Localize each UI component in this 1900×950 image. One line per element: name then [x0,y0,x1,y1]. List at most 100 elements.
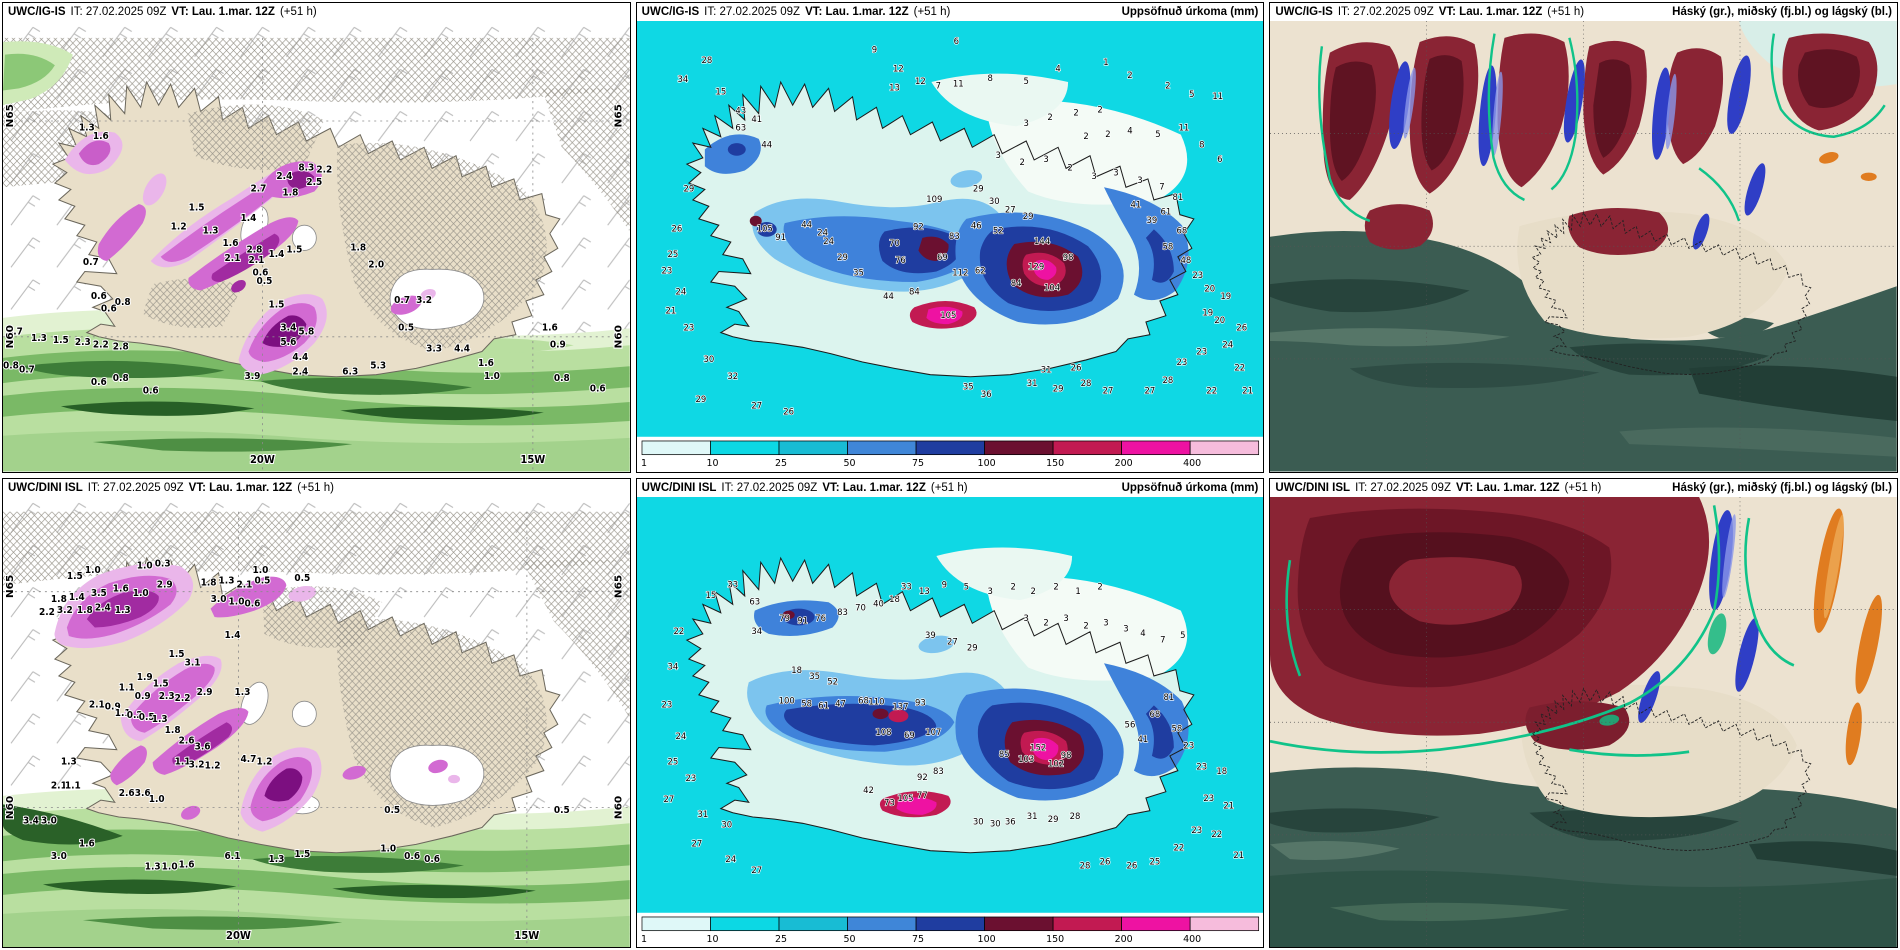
svg-text:100: 100 [977,458,995,469]
svg-text:15: 15 [705,590,716,600]
svg-text:8: 8 [1199,140,1204,150]
svg-text:1.1: 1.1 [119,682,135,693]
svg-text:50: 50 [843,458,855,469]
svg-text:92: 92 [917,772,928,782]
svg-text:31: 31 [1040,365,1051,375]
svg-text:75: 75 [912,934,924,945]
svg-text:81: 81 [1172,193,1183,203]
model-label: UWC/DINI ISL [1275,481,1351,494]
svg-text:2.2: 2.2 [316,164,332,175]
panel-header: UWC/DINI ISL IT: 27.02.2025 09Z VT: Lau.… [3,479,630,497]
low-precip-northeast [985,575,1187,681]
map-igis-snowfall: 1.61.32.42.78.3 2.22.51.81.51.2 1.31.41.62… [3,21,630,472]
svg-text:93: 93 [915,698,926,708]
svg-text:1.1: 1.1 [175,756,191,767]
svg-text:1.4: 1.4 [225,629,241,640]
svg-text:47: 47 [835,699,846,709]
high-cloud-red [1323,33,1878,256]
field-title: Uppsöfnuð úrkoma (mm) [1121,6,1259,18]
svg-text:27: 27 [691,839,702,849]
svg-text:2: 2 [1043,618,1048,628]
svg-text:0.5: 0.5 [384,804,400,815]
svg-text:1.6: 1.6 [93,131,109,142]
svg-text:4: 4 [1140,628,1146,638]
svg-text:1.6: 1.6 [79,838,95,849]
svg-text:2: 2 [1067,163,1072,173]
panel-dini-snowfall: UWC/DINI ISL IT: 27.02.2025 09Z VT: Lau.… [2,477,631,948]
svg-text:2.9: 2.9 [197,686,213,697]
svg-text:27: 27 [1144,386,1155,396]
svg-text:83: 83 [837,607,848,617]
svg-text:N65: N65 [4,104,16,127]
svg-text:31: 31 [1026,379,1037,389]
svg-text:24: 24 [675,287,686,297]
svg-text:84: 84 [909,287,920,297]
svg-text:2.1: 2.1 [225,253,241,264]
svg-text:2.4: 2.4 [276,171,292,182]
svg-text:3.3: 3.3 [426,343,442,354]
svg-text:2.3: 2.3 [75,337,91,348]
svg-text:6.1: 6.1 [225,850,241,861]
lead-time-label: (+51 h) [930,481,968,494]
svg-text:23: 23 [1196,762,1207,772]
svg-text:102: 102 [1048,759,1064,769]
svg-text:19: 19 [1220,292,1231,302]
svg-text:0.5: 0.5 [398,322,414,333]
svg-text:1.0: 1.0 [229,596,245,607]
svg-text:0.2: 0.2 [127,709,143,720]
svg-text:22: 22 [1206,386,1217,396]
svg-text:3: 3 [987,586,992,596]
svg-text:32: 32 [727,372,738,382]
svg-text:4.7: 4.7 [241,754,257,765]
init-time-label: IT: 27.02.2025 09Z [70,6,167,18]
svg-text:46: 46 [971,221,982,231]
svg-text:29: 29 [1047,815,1058,825]
svg-text:100: 100 [778,696,794,706]
svg-text:15W: 15W [514,929,539,941]
color-scale: 1 10 25 50 75 100 150 200 400 [641,916,1259,945]
lead-time-label: (+51 h) [1547,6,1585,18]
svg-text:0.6: 0.6 [424,854,440,865]
svg-text:1.5: 1.5 [189,202,205,213]
svg-text:1.4: 1.4 [268,249,284,260]
svg-text:22: 22 [673,626,684,636]
svg-text:2.1: 2.1 [249,255,265,266]
svg-text:36: 36 [1004,817,1015,827]
init-time-label: IT: 27.02.2025 09Z [1355,481,1451,494]
svg-text:2.4: 2.4 [292,366,308,377]
svg-text:2.5: 2.5 [306,177,322,188]
svg-text:1.3: 1.3 [152,714,168,725]
value-labels: 1.51.0 1.0 0.31.00.51.8 1.4 3.5 1.6 1.02.9 1.8 1… [22,557,571,873]
svg-text:29: 29 [1052,384,1063,394]
svg-text:29: 29 [967,643,978,653]
svg-text:1.1: 1.1 [115,707,131,718]
svg-text:1.8: 1.8 [165,724,181,735]
svg-text:28: 28 [701,56,712,66]
svg-text:0.6: 0.6 [143,385,159,396]
svg-text:91: 91 [797,616,808,626]
svg-text:0.5: 0.5 [256,276,272,287]
svg-text:85: 85 [998,749,1009,759]
svg-text:1.3: 1.3 [31,333,47,344]
svg-text:1.5: 1.5 [169,648,185,659]
model-label: UWC/IG-IS [1275,6,1333,18]
svg-text:31: 31 [697,809,708,819]
rain-bands-green [3,788,630,947]
svg-text:58: 58 [1162,242,1173,252]
color-scale: 1 10 25 50 75 100 150 200 400 [641,440,1259,469]
value-labels: 1.61.32.42.78.3 2.22.51.81.51.2 1.31.41.62… [3,121,607,397]
svg-text:83: 83 [949,232,960,242]
mixed-cloud-orange [1819,152,1878,181]
map-dini-snowfall: 1.51.0 1.0 0.31.00.51.8 1.4 3.5 1.6 1.02.9 1.8 1… [3,496,630,947]
svg-text:1.8: 1.8 [350,242,366,253]
panel-header: UWC/DINI ISL IT: 27.02.2025 09Z VT: Lau.… [1270,479,1897,497]
svg-text:34: 34 [667,662,678,672]
svg-text:200: 200 [1114,934,1132,945]
svg-text:23: 23 [1176,358,1187,368]
svg-text:2.2: 2.2 [93,339,109,350]
svg-text:1.8: 1.8 [201,577,217,588]
svg-text:1.4: 1.4 [241,213,257,224]
svg-text:0.6: 0.6 [245,598,261,609]
svg-text:0.6: 0.6 [101,303,117,314]
